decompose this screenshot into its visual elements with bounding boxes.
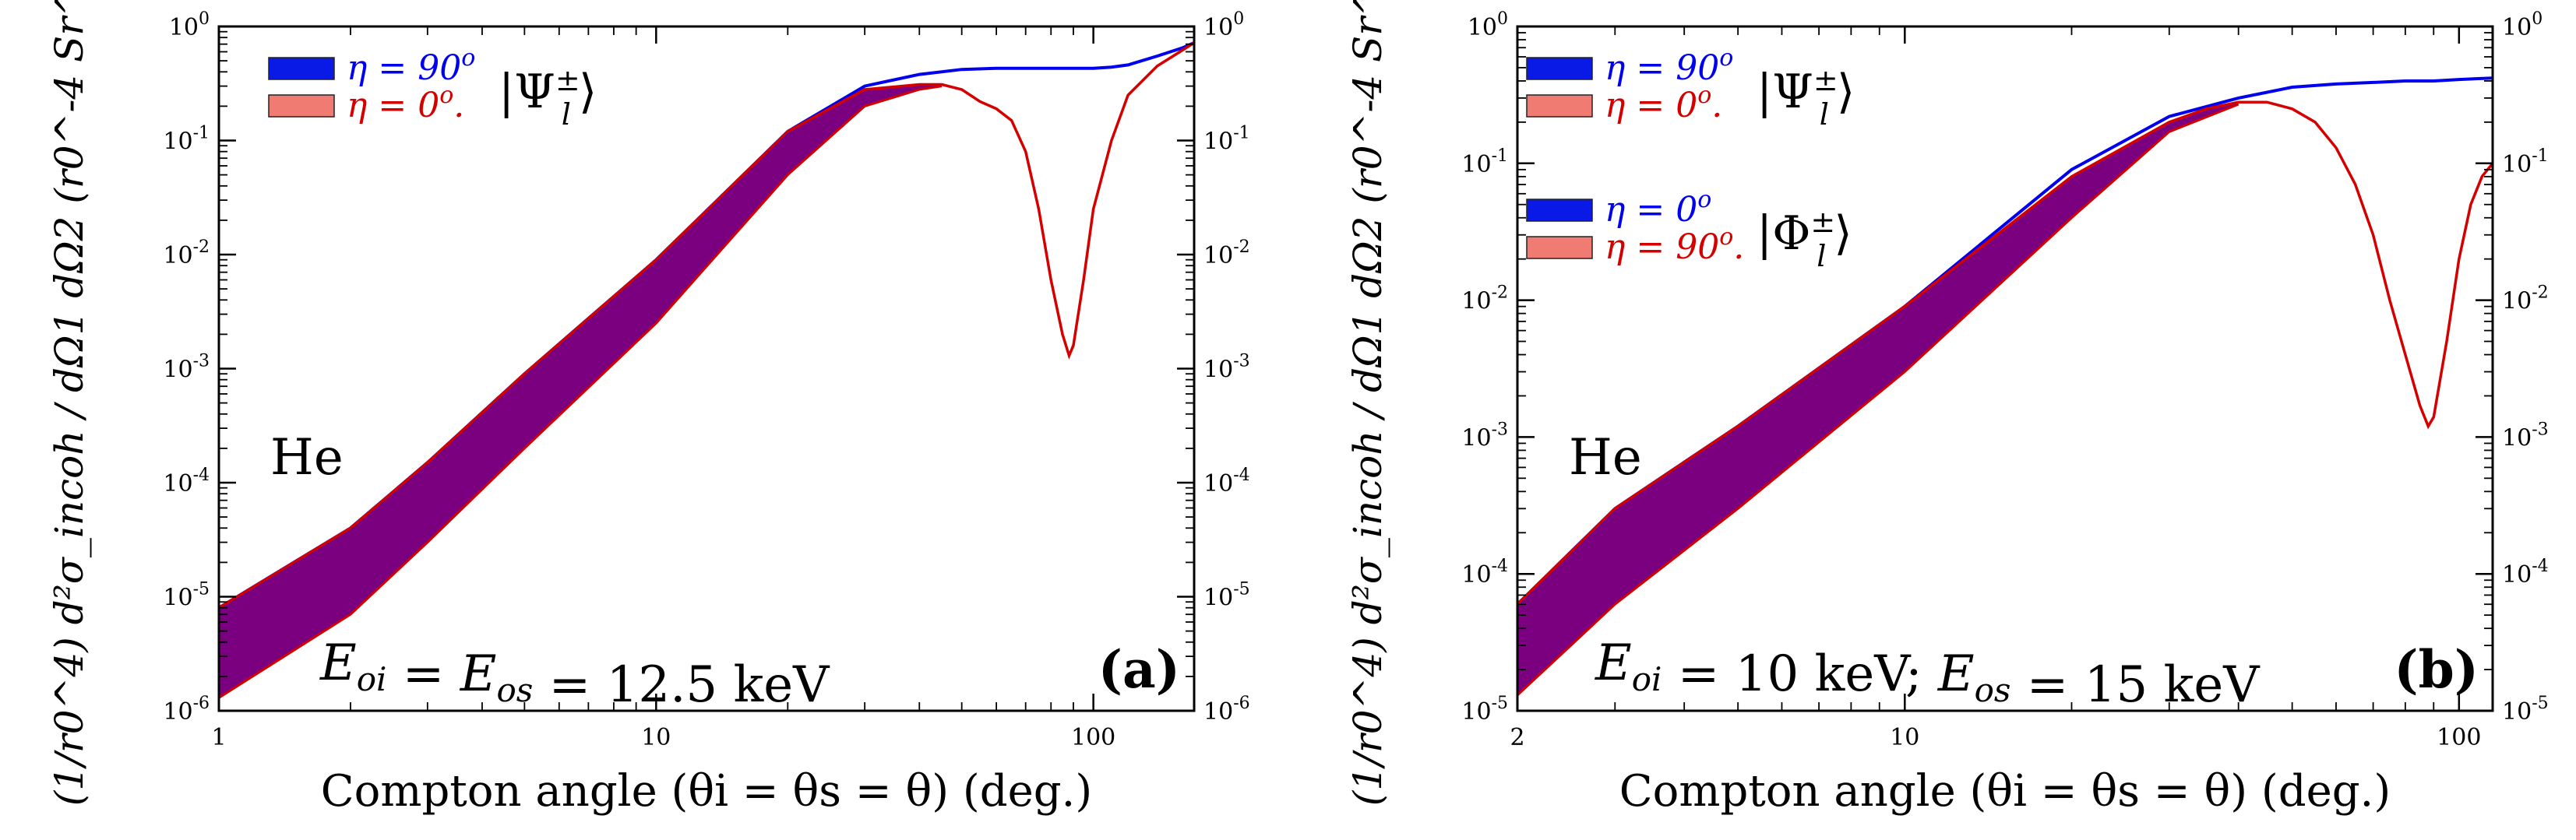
x-axis-label: Compton angle (θi = θs = θ) (deg.): [321, 766, 1092, 817]
x-tick-label: 100: [1071, 724, 1115, 751]
panel-label: (b): [2394, 639, 2479, 700]
band-fill: [219, 84, 942, 698]
y-tick-label-right: 10-6: [1203, 694, 1250, 726]
series-upper-red: [219, 41, 1194, 610]
x-tick-label: 1: [211, 724, 226, 751]
y-tick-label-right: 10-5: [2502, 694, 2549, 726]
energy-label: Eoi = Eos = 12.5 keV: [319, 634, 830, 714]
element-label: He: [1569, 429, 1642, 487]
legend-swatch: [1526, 57, 1593, 80]
y-tick-label-right: 10-5: [1203, 580, 1250, 612]
legend-swatch: [1526, 94, 1593, 118]
legend-swatch: [268, 57, 335, 80]
y-tick-label-right: 100: [2502, 9, 2543, 41]
x-axis-label: Compton angle (θi = θs = θ) (deg.): [1619, 766, 2391, 817]
legend2-swatch: [1526, 236, 1593, 259]
legend2-label: η = 90o.: [1605, 223, 1744, 267]
y-tick-label-left: 10-1: [1461, 146, 1508, 178]
y-tick-label-right: 10-4: [1203, 466, 1250, 497]
chart-panel-2: 10-5 10-5 10-4 10-4 10-3 10-3 10-2 10-2 10-1 10-1…: [1345, 0, 2549, 817]
element-label: He: [270, 429, 344, 487]
series-lower-edge: [1517, 103, 2239, 697]
series-lower-edge: [219, 85, 943, 699]
y-tick-label-left: 10-2: [163, 237, 210, 269]
x-tick-label: 10: [641, 724, 671, 751]
y-tick-label-right: 10-2: [1203, 237, 1250, 269]
y-tick-label-right: 10-2: [2502, 283, 2549, 315]
legend-label: η = 0o.: [1605, 82, 1722, 125]
series-upper-red: [1517, 100, 2493, 606]
y-tick-label-left: 10-5: [163, 580, 210, 612]
legend2-label: η = 0o: [1605, 186, 1711, 230]
y-tick-label-right: 10-3: [1203, 352, 1250, 384]
legend-label: η = 90o: [1605, 44, 1733, 88]
y-axis-label: (1/r0^4) d²σ_incoh / dΩ1 dΩ2 (r0^-4 Sr^-…: [1345, 0, 1390, 806]
y-tick-label-right: 10-4: [2502, 557, 2549, 589]
y-tick-label-left: 10-6: [163, 694, 210, 726]
y-tick-label-left: 10-5: [1461, 694, 1508, 726]
y-tick-label-left: 10-2: [1461, 283, 1508, 315]
legend2-state-label: |Φ± l ⟩: [1757, 205, 1852, 273]
y-tick-label-right: 100: [1203, 9, 1244, 41]
legend2-swatch: [1526, 199, 1593, 222]
y-tick-label-right: 10-3: [2502, 420, 2549, 452]
y-tick-label-left: 10-4: [1461, 557, 1508, 589]
legend-state-label: |Ψ± l ⟩: [1757, 63, 1855, 132]
panel-label: (a): [1098, 639, 1180, 700]
x-tick-label: 100: [2437, 724, 2481, 751]
x-tick-label: 2: [1510, 724, 1524, 751]
y-tick-label-left: 100: [169, 9, 210, 41]
y-tick-label-left: 10-3: [1461, 420, 1508, 452]
legend-label: η = 0o.: [347, 82, 464, 125]
legend-swatch: [268, 94, 335, 118]
chart-panel-1: 10-6 10-6 10-5 10-5 10-4 10-4 10-3 10-3 10-2 10-2…: [47, 0, 1250, 817]
legend-state-label: |Ψ± l ⟩: [499, 63, 597, 132]
legend-label: η = 90o: [347, 44, 475, 88]
axes-frame: [1516, 25, 2494, 712]
x-tick-label: 10: [1890, 724, 1919, 751]
y-axis-label: (1/r0^4) d²σ_incoh / dΩ1 dΩ2 (r0^-4 Sr^-…: [47, 0, 92, 806]
plot-area: [219, 41, 1194, 699]
y-tick-label-left: 10-1: [163, 124, 210, 156]
y-tick-label-left: 100: [1468, 9, 1508, 41]
plot-area: [1517, 76, 2493, 697]
y-tick-label-right: 10-1: [1203, 124, 1250, 156]
axes-frame: [217, 25, 1196, 712]
energy-label: Eoi = 10 keV; Eos = 15 keV: [1595, 634, 2261, 714]
y-tick-label-right: 10-1: [2502, 146, 2549, 178]
y-tick-label-left: 10-4: [163, 466, 210, 497]
y-tick-label-left: 10-3: [163, 352, 210, 384]
